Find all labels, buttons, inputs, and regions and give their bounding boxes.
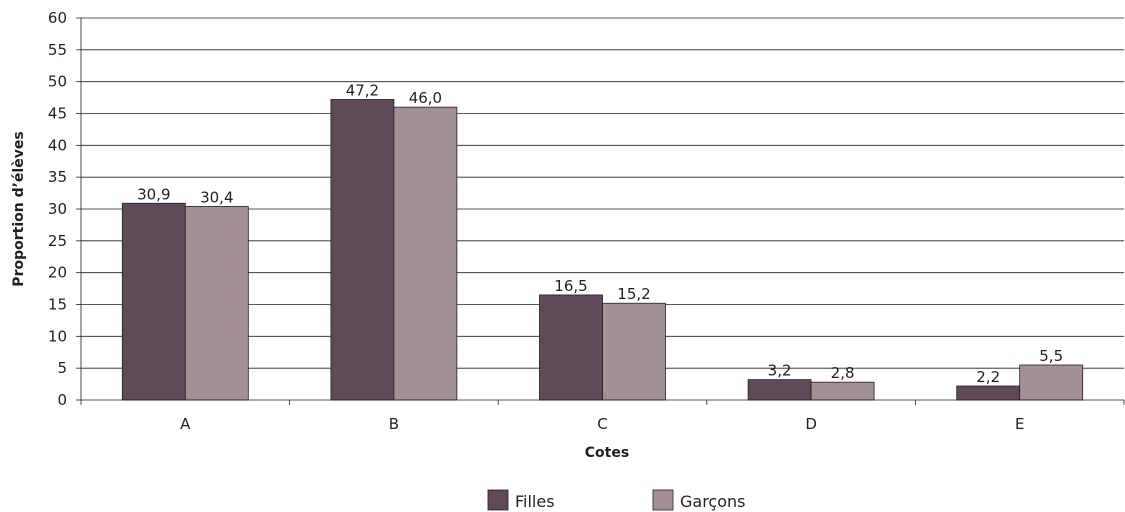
y-tick-label: 20 (48, 264, 67, 282)
y-tick-label: 60 (48, 9, 67, 27)
y-tick-label: 45 (48, 105, 67, 123)
y-tick-label: 40 (48, 136, 67, 154)
y-tick-label: 10 (48, 327, 67, 345)
data-label: 30,9 (137, 185, 170, 203)
y-tick-label: 35 (48, 168, 67, 186)
data-label: 2,8 (831, 364, 855, 382)
bar-filles-d (747, 379, 812, 401)
bar-garcons-c (602, 302, 666, 401)
data-label: 47,2 (346, 81, 379, 99)
data-labels: 30,9 30,4 47,2 46,0 16,5 15,2 3,2 2,8 2,2 5,5 (137, 81, 1063, 386)
data-label: 30,4 (200, 188, 233, 206)
legend-swatch-filles (487, 489, 509, 511)
gridlines (81, 17, 1124, 369)
bar-garcons-d (810, 381, 875, 401)
legend-label-filles: Filles (515, 492, 555, 511)
y-axis-title: Proportion d’élèves (11, 131, 27, 286)
bar-filles-a (121, 202, 186, 401)
data-label: 15,2 (617, 285, 650, 303)
y-tick-label: 25 (48, 232, 67, 250)
y-tick-label: 0 (57, 391, 67, 409)
x-tick-label: E (1015, 415, 1024, 433)
bar-filles-e (956, 385, 1021, 401)
y-tick-label: 55 (48, 41, 67, 59)
bars (121, 99, 1084, 401)
bar-filles-b (330, 99, 395, 401)
bar-garcons-e (1019, 364, 1084, 401)
data-label: 46,0 (409, 89, 442, 107)
data-label: 3,2 (768, 362, 792, 380)
legend: Filles Garçons (487, 489, 746, 511)
bar-filles-c (539, 294, 603, 401)
bar-garcons-a (184, 206, 249, 401)
y-tick-label: 15 (48, 296, 67, 314)
x-axis-title: Cotes (585, 445, 629, 461)
legend-label-garcons: Garçons (680, 492, 746, 511)
x-tick-label: B (389, 415, 399, 433)
x-tick-label: C (597, 415, 607, 433)
data-label: 5,5 (1039, 347, 1063, 365)
y-tick-label: 5 (57, 359, 67, 377)
y-tick-label: 50 (48, 73, 67, 91)
legend-swatch-garcons (652, 489, 674, 511)
bar-garcons-b (393, 106, 458, 401)
axes: 0 5 10 15 20 25 30 35 40 45 50 55 60 A B C D E (48, 9, 1125, 433)
x-tick-label: D (805, 415, 817, 433)
x-tick-label: A (180, 415, 191, 433)
data-label: 2,2 (976, 368, 1000, 386)
y-tick-label: 30 (48, 200, 67, 218)
data-label: 16,5 (554, 277, 587, 295)
